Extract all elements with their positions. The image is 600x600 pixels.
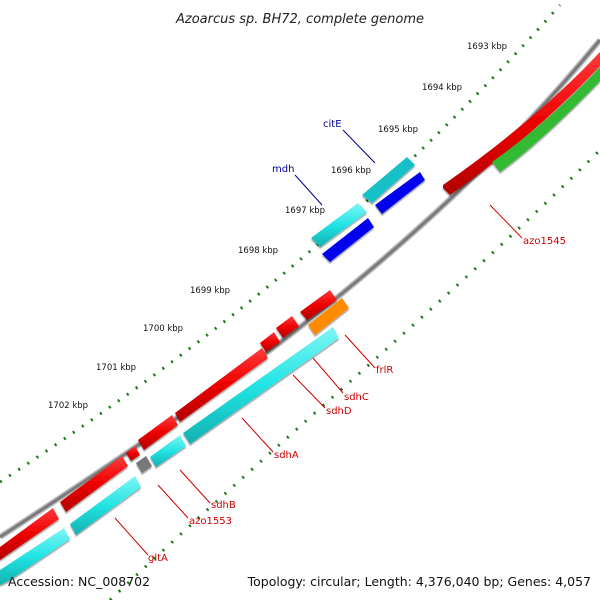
callout-lines (114, 129, 523, 556)
gene-label-gltA[interactable]: gltA (148, 553, 168, 564)
map-title: Azoarcus sp. BH72, complete genome (175, 12, 424, 27)
tick-label: 1700 kbp (143, 324, 183, 334)
gene-label-mdh[interactable]: mdh (272, 164, 294, 175)
feature-track-upper-red[interactable] (443, 52, 600, 195)
gene-labels: citE mdh azo1545 frlR sdhC sdhD sdhA sdh… (148, 119, 566, 564)
feature-mdh[interactable] (311, 203, 367, 247)
tick-label: 1697 kbp (285, 206, 325, 216)
tick-label: 1699 kbp (190, 286, 230, 296)
gene-label-sdhC[interactable]: sdhC (344, 392, 369, 403)
tick-label: 1702 kbp (48, 401, 88, 411)
tick-label: 1701 kbp (96, 363, 136, 373)
tick-label: 1695 kbp (378, 125, 418, 135)
outer-tick-ring (0, 4, 562, 484)
tick-label: 1693 kbp (467, 42, 507, 52)
gene-label-sdhB[interactable]: sdhB (211, 500, 236, 511)
feature-citE[interactable] (362, 157, 415, 203)
feature-blue-2[interactable] (322, 218, 374, 262)
genome-summary-text: Topology: circular; Length: 4,376,040 bp… (247, 574, 591, 589)
genome-backbone (0, 38, 600, 540)
feature-track-lower-cyan[interactable] (0, 327, 339, 585)
feature-azo1553[interactable] (136, 456, 152, 473)
feature-green[interactable] (492, 67, 600, 172)
gene-label-azo1553[interactable]: azo1553 (189, 516, 232, 527)
gene-label-frlR[interactable]: frlR (376, 365, 393, 376)
tick-label: 1698 kbp (238, 246, 278, 256)
tick-label: 1696 kbp (331, 166, 371, 176)
accession-text: Accession: NC_008702 (8, 574, 150, 589)
feature-frlR[interactable] (308, 298, 349, 335)
gene-label-azo1545[interactable]: azo1545 (523, 236, 566, 247)
feature-blue-1[interactable] (375, 172, 425, 214)
kbp-tick-labels: 1693 kbp 1694 kbp 1695 kbp 1696 kbp 1697… (48, 42, 507, 411)
gene-label-citE[interactable]: citE (323, 119, 342, 130)
gene-label-sdhD[interactable]: sdhD (326, 406, 352, 417)
gene-label-sdhA[interactable]: sdhA (274, 450, 299, 461)
tick-label: 1694 kbp (422, 83, 462, 93)
feature-track-lower-red[interactable] (0, 290, 337, 560)
